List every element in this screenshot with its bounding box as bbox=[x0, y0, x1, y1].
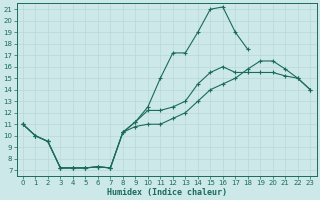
X-axis label: Humidex (Indice chaleur): Humidex (Indice chaleur) bbox=[107, 188, 227, 197]
